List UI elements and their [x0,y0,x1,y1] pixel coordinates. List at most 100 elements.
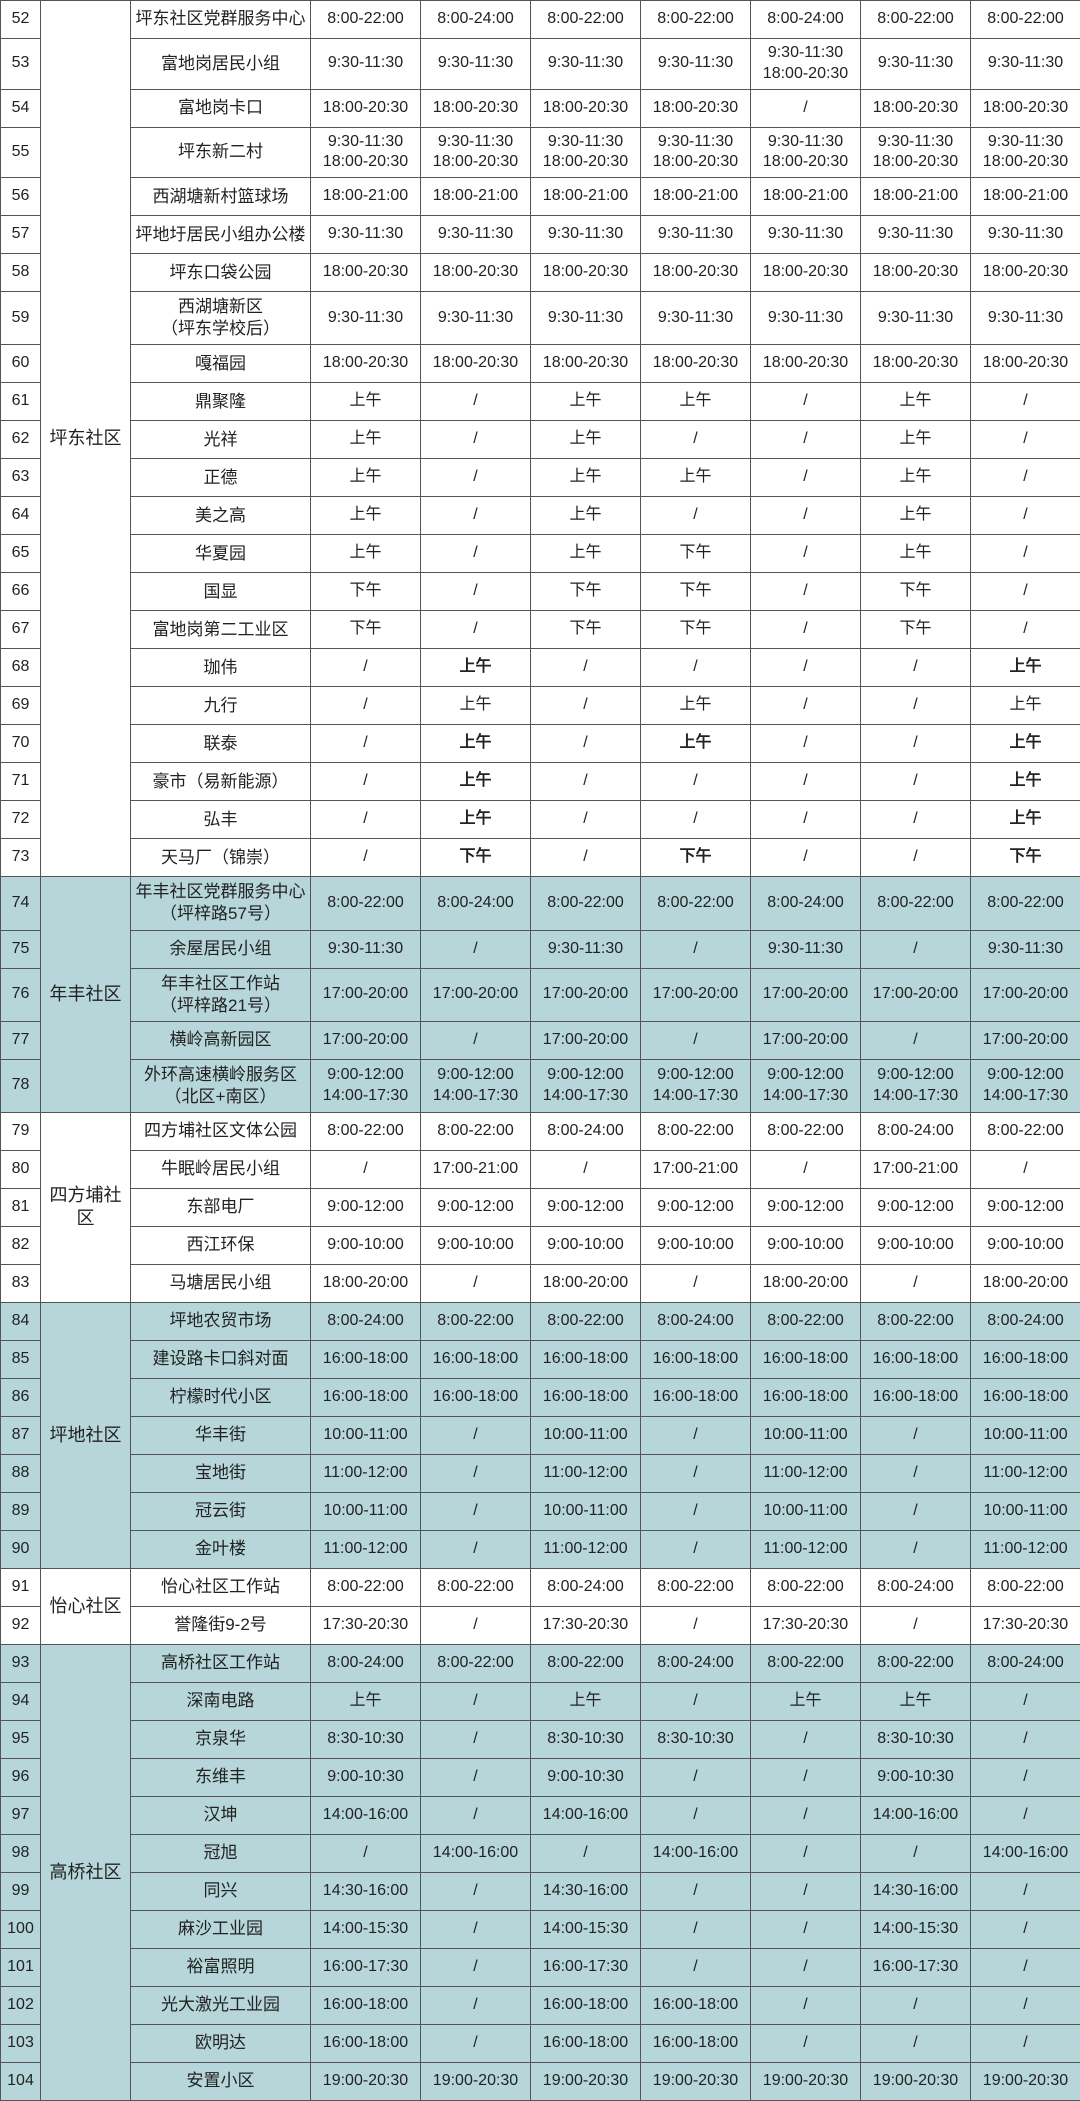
time-cell: 16:00-18:00 [531,2024,641,2062]
time-cell: 10:00-11:00 [971,1492,1080,1530]
row-number: 59 [1,292,41,345]
time-cell: 14:00-16:00 [861,1796,971,1834]
table-row: 85建设路卡口斜对面16:00-18:0016:00-18:0016:00-18… [1,1340,1080,1378]
location-name: 西湖塘新村篮球场 [131,178,311,216]
table-row: 82西江环保9:00-10:009:00-10:009:00-10:009:00… [1,1226,1080,1264]
time-cell: 8:30-10:30 [861,1720,971,1758]
time-cell: 下午 [311,611,421,649]
community-name: 年丰社区 [41,877,131,1113]
schedule-table: 52坪东社区坪东社区党群服务中心8:00-22:008:00-24:008:00… [0,0,1080,2101]
time-cell: 上午 [311,535,421,573]
time-cell: 9:30-11:30 [971,292,1080,345]
location-name: 弘丰 [131,801,311,839]
time-cell: 10:00-11:00 [531,1492,641,1530]
time-cell: / [531,1834,641,1872]
time-cell: 9:30-11:30 [311,216,421,254]
time-cell: 17:00-20:00 [531,968,641,1021]
location-name: 西湖塘新区（坪东学校后） [131,292,311,345]
time-cell: 8:00-22:00 [751,1644,861,1682]
table-row: 83马塘居民小组18:00-20:00/18:00-20:00/18:00-20… [1,1264,1080,1302]
time-cell: 9:30-11:30 [531,216,641,254]
time-cell: / [641,421,751,459]
time-cell: 8:00-24:00 [531,1568,641,1606]
row-number: 78 [1,1059,41,1112]
time-cell: / [421,1796,531,1834]
location-name: 欧明达 [131,2024,311,2062]
time-cell: / [311,687,421,725]
time-cell: 上午 [861,535,971,573]
time-cell: 18:00-21:00 [861,178,971,216]
time-cell: / [641,801,751,839]
time-cell: 8:00-24:00 [641,1644,751,1682]
table-row: 98冠旭/14:00-16:00/14:00-16:00//14:00-16:0… [1,1834,1080,1872]
time-cell: 18:00-20:30 [531,89,641,127]
time-cell: 10:00-11:00 [311,1492,421,1530]
time-cell: 18:00-20:30 [641,89,751,127]
row-number: 100 [1,1910,41,1948]
row-number: 81 [1,1188,41,1226]
row-number: 63 [1,459,41,497]
time-cell: 9:30-11:30 [751,292,861,345]
location-name: 马塘居民小组 [131,1264,311,1302]
time-cell: / [861,1834,971,1872]
table-row: 81东部电厂9:00-12:009:00-12:009:00-12:009:00… [1,1188,1080,1226]
location-name: 四方埔社区文体公园 [131,1112,311,1150]
table-row: 75余屋居民小组9:30-11:30/9:30-11:30/9:30-11:30… [1,930,1080,968]
time-cell: 9:30-11:3018:00-20:30 [641,127,751,178]
table-row: 62光祥上午/上午//上午/ [1,421,1080,459]
community-name: 怡心社区 [41,1568,131,1644]
time-cell: / [421,1872,531,1910]
row-number: 79 [1,1112,41,1150]
time-cell: / [641,1492,751,1530]
time-cell: 8:30-10:30 [311,1720,421,1758]
time-cell: / [311,1834,421,1872]
time-cell: 14:00-16:00 [421,1834,531,1872]
time-cell: / [971,497,1080,535]
row-number: 55 [1,127,41,178]
table-row: 67富地岗第二工业区下午/下午下午/下午/ [1,611,1080,649]
time-cell: 8:00-22:00 [531,1,641,39]
table-row: 66国显下午/下午下午/下午/ [1,573,1080,611]
location-name: 麻沙工业园 [131,1910,311,1948]
time-cell: 16:00-18:00 [311,1340,421,1378]
time-cell: 9:30-11:30 [311,292,421,345]
time-cell: 16:00-17:30 [861,1948,971,1986]
time-cell: 下午 [641,839,751,877]
table-row: 69九行/上午/上午//上午 [1,687,1080,725]
time-cell: 18:00-20:30 [531,254,641,292]
time-cell: 8:00-22:00 [421,1302,531,1340]
row-number: 56 [1,178,41,216]
time-cell: 8:00-24:00 [311,1302,421,1340]
time-cell: / [641,1021,751,1059]
row-number: 96 [1,1758,41,1796]
time-cell: / [421,1948,531,1986]
time-cell: 上午 [311,421,421,459]
time-cell: 8:00-24:00 [971,1302,1080,1340]
time-cell: 上午 [421,725,531,763]
time-cell: / [751,839,861,877]
location-name: 富地岗居民小组 [131,39,311,90]
row-number: 103 [1,2024,41,2062]
time-cell: / [751,383,861,421]
location-name: 国显 [131,573,311,611]
table-row: 88宝地街11:00-12:00/11:00-12:00/11:00-12:00… [1,1454,1080,1492]
table-row: 74年丰社区年丰社区党群服务中心（坪梓路57号）8:00-22:008:00-2… [1,877,1080,930]
table-row: 73天马厂（锦崇）/下午/下午//下午 [1,839,1080,877]
time-cell: 8:00-24:00 [421,1,531,39]
time-cell: / [861,1264,971,1302]
time-cell: / [531,1150,641,1188]
time-cell: / [641,1264,751,1302]
location-name: 富地岗第二工业区 [131,611,311,649]
time-cell: 下午 [641,611,751,649]
time-cell: 16:00-18:00 [641,2024,751,2062]
time-cell: / [861,2024,971,2062]
time-cell: / [421,1758,531,1796]
time-cell: 9:00-12:00 [751,1188,861,1226]
time-cell: 17:30-20:30 [311,1606,421,1644]
table-row: 91怡心社区怡心社区工作站8:00-22:008:00-22:008:00-24… [1,1568,1080,1606]
time-cell: / [971,573,1080,611]
row-number: 54 [1,89,41,127]
time-cell: / [421,535,531,573]
time-cell: / [971,1720,1080,1758]
table-row: 96东维丰9:00-10:30/9:00-10:30//9:00-10:30/ [1,1758,1080,1796]
